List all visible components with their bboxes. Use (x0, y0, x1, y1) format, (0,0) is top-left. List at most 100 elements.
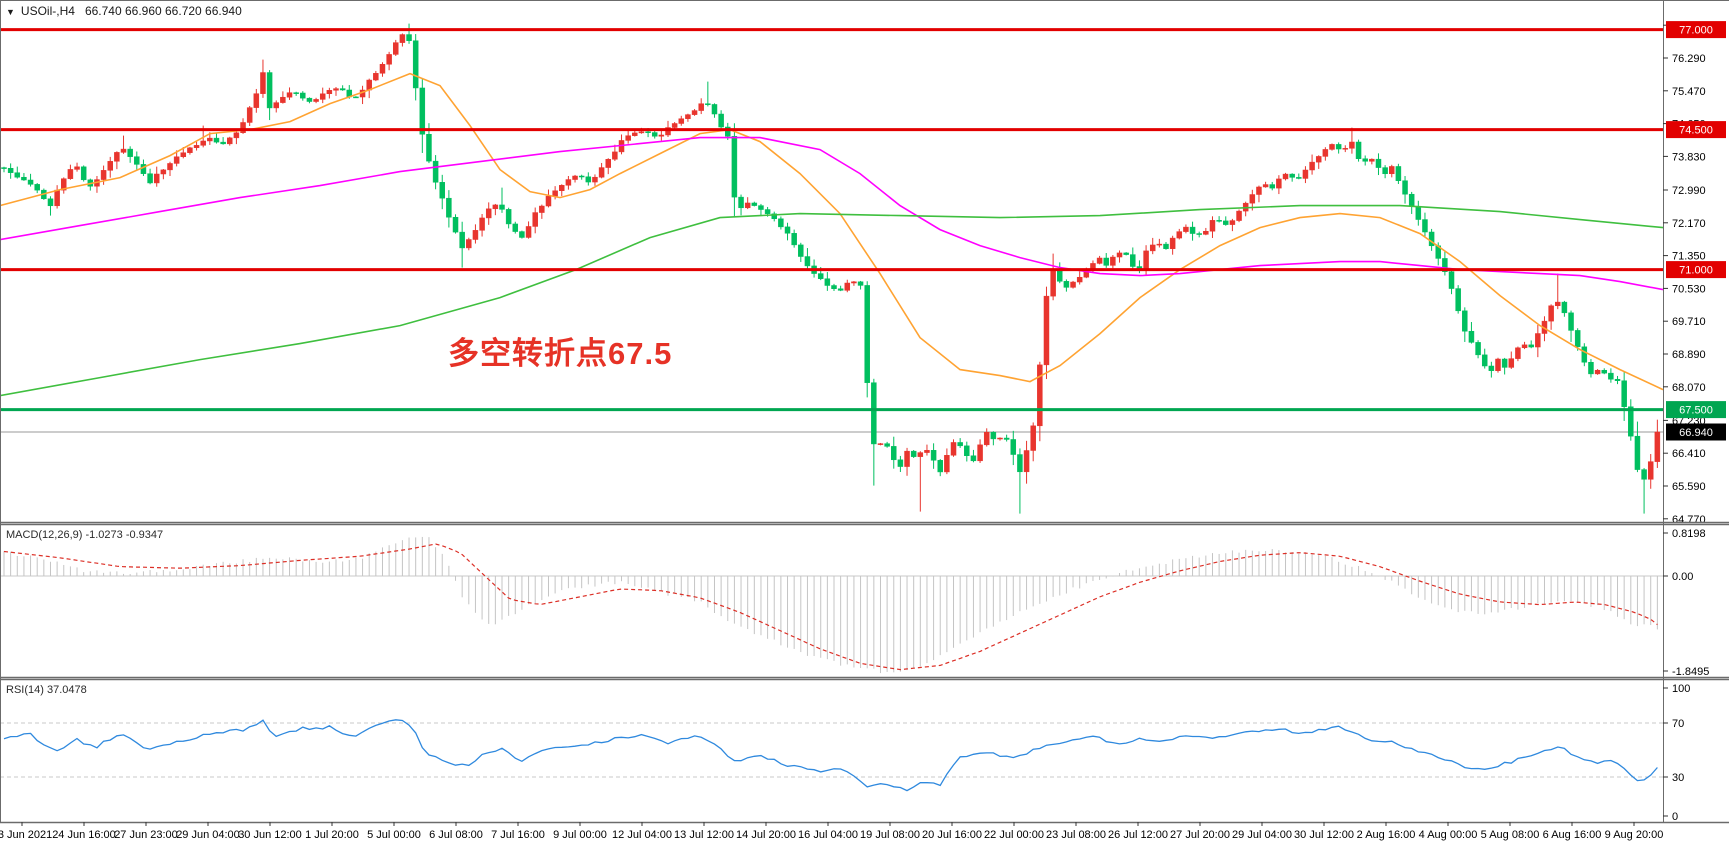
price-axis[interactable]: 77.11076.29075.47074.65073.83072.99072.1… (1663, 0, 1726, 823)
candle-body (645, 131, 651, 133)
candle-body (572, 175, 578, 180)
candle-body (1448, 271, 1455, 289)
candle-body (326, 90, 333, 95)
rsi-panel[interactable] (0, 719, 1663, 792)
candle-body (1256, 186, 1262, 195)
candle-body (339, 88, 346, 91)
candle-body (27, 179, 34, 185)
date-label: 6 Aug 16:00 (1543, 829, 1602, 841)
candle-body (1628, 406, 1634, 437)
candle-body (837, 288, 844, 291)
date-label: 24 Jun 16:00 (52, 829, 116, 841)
svg-text:74.500: 74.500 (1679, 125, 1713, 137)
candle-body (598, 167, 605, 178)
candle-body (1203, 230, 1209, 235)
price-tick-label: 68.070 (1672, 382, 1706, 394)
candle-body (1130, 254, 1136, 267)
candle-body (505, 209, 512, 225)
date-label: 5 Aug 08:00 (1481, 829, 1540, 841)
candle-body (1475, 342, 1481, 356)
date-label: 29 Jun 04:00 (176, 829, 240, 841)
date-label: 7 Jul 16:00 (491, 829, 545, 841)
rsi-axis-label: 30 (1672, 772, 1684, 784)
svg-text:71.000: 71.000 (1679, 265, 1713, 277)
candle-body (1568, 312, 1574, 331)
candle-body (910, 450, 917, 457)
collapse-triangle-icon[interactable]: ▼ (6, 7, 15, 17)
price-panel[interactable] (0, 23, 1663, 514)
candle-body (771, 213, 777, 220)
price-tick-label: 75.470 (1672, 86, 1706, 98)
candle-body (472, 230, 479, 240)
candle-body (983, 432, 990, 446)
svg-text:77.000: 77.000 (1679, 25, 1713, 37)
candle-body (426, 134, 432, 162)
candle-body (1276, 178, 1282, 189)
candle-body (273, 102, 279, 109)
candle-body (851, 281, 857, 284)
macd-panel[interactable] (0, 536, 1663, 674)
candle-body (1322, 149, 1329, 157)
candle-body (1641, 469, 1647, 480)
candle-body (917, 452, 924, 457)
candle-body (1296, 177, 1302, 179)
candle-body (1574, 330, 1581, 348)
price-tick-label: 72.990 (1672, 185, 1706, 197)
candle-body (1037, 364, 1043, 427)
candle-body (1, 167, 7, 169)
candle-body (233, 132, 240, 139)
candle-body (691, 110, 698, 115)
candle-body (731, 135, 738, 198)
candle-body (54, 189, 60, 207)
candle-body (632, 132, 638, 136)
candle-body (1389, 166, 1395, 175)
candle-body (545, 195, 552, 207)
candle-body (970, 455, 977, 462)
date-label: 12 Jul 04:00 (612, 829, 672, 841)
candle-body (804, 256, 811, 267)
candle-body (897, 459, 904, 467)
candle-body (705, 103, 711, 105)
candle-body (147, 173, 153, 184)
candle-body (758, 205, 764, 210)
candle-body (293, 92, 299, 94)
candle-body (1123, 252, 1129, 255)
candle-body (751, 202, 758, 206)
candle-body (718, 113, 724, 128)
candle-body (1176, 231, 1183, 239)
candle-body (1236, 210, 1242, 221)
price-badge-74.500: 74.500 (1666, 121, 1726, 139)
rsi-indicator-label: RSI(14) 37.0478 (6, 684, 87, 696)
candle-body (260, 72, 266, 94)
candle-body (612, 151, 618, 160)
date-label: 23 Jun 2021 (0, 829, 52, 841)
candle-body (685, 114, 691, 119)
candle-body (412, 40, 419, 89)
candle-body (1003, 437, 1010, 440)
date-label: 9 Jul 00:00 (553, 829, 607, 841)
candle-body (173, 156, 180, 164)
candle-body (1621, 380, 1627, 407)
candle-body (180, 152, 187, 158)
candle-body (1309, 161, 1315, 171)
candle-body (432, 160, 439, 183)
candle-body (1149, 244, 1156, 252)
candle-body (1501, 358, 1508, 368)
candle-body (1515, 347, 1521, 359)
candle-body (658, 134, 665, 137)
candle-body (153, 173, 160, 184)
date-label: 20 Jul 16:00 (922, 829, 982, 841)
candle-body (373, 73, 379, 81)
candle-body (844, 282, 851, 291)
rsi-axis-label: 70 (1672, 718, 1684, 730)
candle-body (379, 64, 386, 74)
date-label: 4 Aug 00:00 (1419, 829, 1478, 841)
candle-body (47, 198, 54, 207)
candle-body (1601, 369, 1607, 374)
macd-indicator-label: MACD(12,26,9) -1.0273 -0.9347 (6, 529, 164, 541)
candle-body (937, 460, 943, 473)
